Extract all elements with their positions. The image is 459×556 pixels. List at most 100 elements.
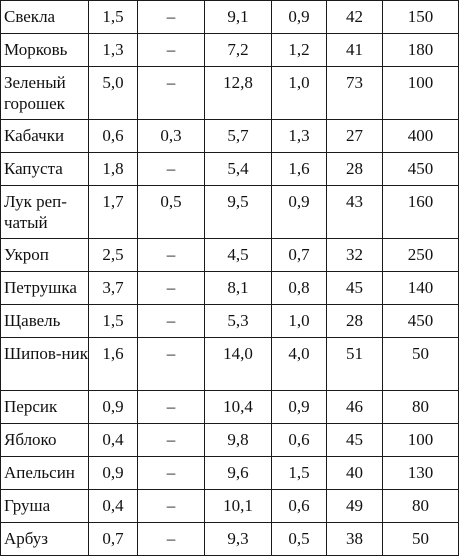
value-cell: 1,3: [88, 33, 138, 67]
value-cell: –: [137, 522, 205, 556]
product-name-cell: Петрушка: [0, 271, 89, 305]
value-cell: 0,8: [271, 271, 327, 305]
value-cell: 9,6: [204, 456, 272, 490]
table-row: Груша 0,4 – 10,1 0,6 49 80: [0, 489, 459, 523]
value-cell: 180: [382, 33, 459, 67]
value-cell: 4,0: [271, 337, 327, 391]
value-cell: 46: [326, 390, 383, 424]
product-name-cell: Свекла: [0, 0, 89, 34]
product-name-cell: Арбуз: [0, 522, 89, 556]
value-cell: 0,4: [88, 489, 138, 523]
product-name-cell: Зеленый горошек: [0, 66, 89, 120]
product-name-cell: Яблоко: [0, 423, 89, 457]
value-cell: 73: [326, 66, 383, 120]
value-cell: –: [137, 33, 205, 67]
value-cell: 50: [382, 522, 459, 556]
table-row: Зеленый горошек 5,0 – 12,8 1,0 73 100: [0, 66, 459, 120]
product-name-cell: Шипов-ник: [0, 337, 89, 391]
table-row: Кабачки 0,6 0,3 5,7 1,3 27 400: [0, 119, 459, 153]
value-cell: 160: [382, 185, 459, 239]
value-cell: 10,4: [204, 390, 272, 424]
value-cell: 5,3: [204, 304, 272, 338]
value-cell: 0,5: [271, 522, 327, 556]
product-name-cell: Щавель: [0, 304, 89, 338]
value-cell: 5,4: [204, 152, 272, 186]
value-cell: 0,4: [88, 423, 138, 457]
value-cell: 150: [382, 0, 459, 34]
value-cell: 1,7: [88, 185, 138, 239]
value-cell: –: [137, 0, 205, 34]
value-cell: 9,8: [204, 423, 272, 457]
value-cell: 100: [382, 66, 459, 120]
table-row: Укроп 2,5 – 4,5 0,7 32 250: [0, 238, 459, 272]
value-cell: 0,9: [271, 185, 327, 239]
value-cell: 50: [382, 337, 459, 391]
value-cell: 9,5: [204, 185, 272, 239]
table-row: Лук реп-чатый 1,7 0,5 9,5 0,9 43 160: [0, 185, 459, 239]
value-cell: –: [137, 152, 205, 186]
table-row: Морковь 1,3 – 7,2 1,2 41 180: [0, 33, 459, 67]
value-cell: 1,5: [271, 456, 327, 490]
value-cell: –: [137, 390, 205, 424]
value-cell: 12,8: [204, 66, 272, 120]
value-cell: 8,1: [204, 271, 272, 305]
value-cell: 0,9: [88, 456, 138, 490]
value-cell: 1,0: [271, 304, 327, 338]
value-cell: 140: [382, 271, 459, 305]
value-cell: 51: [326, 337, 383, 391]
value-cell: 32: [326, 238, 383, 272]
value-cell: –: [137, 66, 205, 120]
product-name-cell: Груша: [0, 489, 89, 523]
value-cell: 100: [382, 423, 459, 457]
value-cell: 2,5: [88, 238, 138, 272]
table-row: Персик 0,9 – 10,4 0,9 46 80: [0, 390, 459, 424]
value-cell: –: [137, 489, 205, 523]
table-row: Шипов-ник 1,6 – 14,0 4,0 51 50: [0, 337, 459, 391]
value-cell: 0,3: [137, 119, 205, 153]
value-cell: 28: [326, 152, 383, 186]
value-cell: 80: [382, 390, 459, 424]
value-cell: 40: [326, 456, 383, 490]
value-cell: 41: [326, 33, 383, 67]
table-row: Яблоко 0,4 – 9,8 0,6 45 100: [0, 423, 459, 457]
value-cell: 3,7: [88, 271, 138, 305]
value-cell: 5,7: [204, 119, 272, 153]
value-cell: 80: [382, 489, 459, 523]
value-cell: 450: [382, 152, 459, 186]
value-cell: 1,0: [271, 66, 327, 120]
value-cell: –: [137, 423, 205, 457]
value-cell: 0,9: [271, 0, 327, 34]
value-cell: 1,3: [271, 119, 327, 153]
value-cell: 43: [326, 185, 383, 239]
value-cell: 7,2: [204, 33, 272, 67]
value-cell: 28: [326, 304, 383, 338]
product-name-cell: Персик: [0, 390, 89, 424]
value-cell: 14,0: [204, 337, 272, 391]
value-cell: 0,6: [271, 489, 327, 523]
value-cell: 0,6: [88, 119, 138, 153]
value-cell: –: [137, 271, 205, 305]
value-cell: 1,5: [88, 304, 138, 338]
product-name-cell: Укроп: [0, 238, 89, 272]
value-cell: 0,7: [271, 238, 327, 272]
value-cell: 4,5: [204, 238, 272, 272]
table-row: Щавель 1,5 – 5,3 1,0 28 450: [0, 304, 459, 338]
table-row: Капуста 1,8 – 5,4 1,6 28 450: [0, 152, 459, 186]
value-cell: –: [137, 337, 205, 391]
value-cell: 5,0: [88, 66, 138, 120]
value-cell: 1,2: [271, 33, 327, 67]
value-cell: –: [137, 238, 205, 272]
value-cell: 250: [382, 238, 459, 272]
value-cell: 9,3: [204, 522, 272, 556]
value-cell: 1,5: [88, 0, 138, 34]
product-name-cell: Лук реп-чатый: [0, 185, 89, 239]
value-cell: 1,6: [271, 152, 327, 186]
value-cell: 0,5: [137, 185, 205, 239]
product-name-cell: Капуста: [0, 152, 89, 186]
value-cell: 9,1: [204, 0, 272, 34]
value-cell: 38: [326, 522, 383, 556]
value-cell: 130: [382, 456, 459, 490]
product-name-cell: Апельсин: [0, 456, 89, 490]
value-cell: 45: [326, 423, 383, 457]
